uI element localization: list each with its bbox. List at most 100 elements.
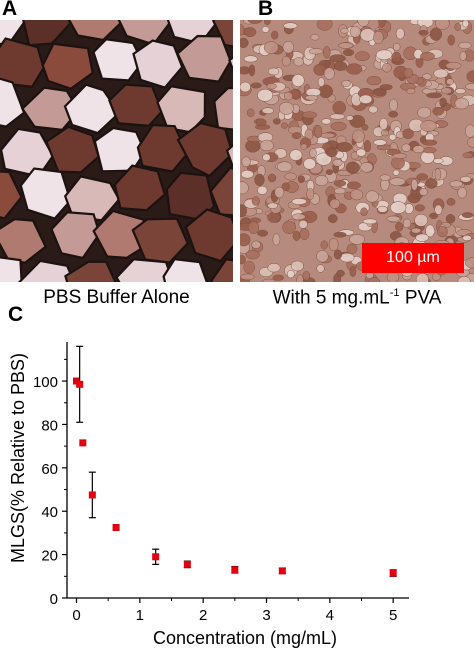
data-point: [112, 523, 120, 531]
ice-crystal-small: [389, 98, 398, 112]
ice-crystal-small: [316, 20, 333, 31]
ice-crystal-small: [327, 214, 338, 224]
ice-crystal: [92, 209, 148, 260]
ice-crystal: [176, 34, 232, 83]
ice-crystal-small: [412, 145, 425, 154]
ice-crystal: [0, 217, 47, 264]
ice-crystal-small: [342, 48, 355, 57]
ice-crystal-small: [432, 106, 444, 116]
ice-crystal-small: [375, 49, 393, 61]
ice-crystal-small: [392, 169, 400, 176]
ice-crystal-small: [349, 234, 365, 245]
ice-crystal-small: [379, 84, 393, 91]
ice-crystal-small: [426, 92, 443, 99]
ice-crystal-small: [289, 149, 303, 161]
y-tick-label: 40: [41, 504, 58, 521]
ice-crystal-small: [391, 51, 402, 63]
ice-crystal-small: [247, 221, 260, 234]
ice-crystal-small: [447, 34, 455, 46]
panel-a-letter: A: [2, 0, 18, 20]
ice-crystal-small: [377, 205, 388, 213]
ice-crystal-small: [267, 202, 278, 209]
ice-crystal-small: [458, 41, 472, 50]
ice-crystal-small: [349, 25, 361, 38]
data-point: [389, 569, 397, 577]
ice-crystal-small: [263, 20, 271, 25]
ice-crystal-small: [455, 88, 466, 95]
ice-crystal-small: [395, 222, 404, 232]
ice-crystal-small: [359, 94, 373, 104]
ice-crystal-small: [291, 74, 305, 87]
data-point: [79, 439, 87, 447]
ice-crystal-small: [339, 252, 355, 263]
ice-crystal-small: [414, 213, 428, 227]
panel-a-micrograph: [0, 20, 233, 282]
ice-crystal-small: [386, 215, 400, 222]
ice-crystal-small: [354, 51, 370, 62]
ice-crystal: [50, 211, 101, 260]
ice-crystal-small: [300, 143, 308, 150]
ice-crystal: [18, 259, 76, 282]
ice-crystal-small: [240, 273, 255, 281]
ice-crystal-small: [357, 20, 370, 27]
ice-crystal-small: [465, 257, 474, 269]
ice-crystal-small: [255, 118, 267, 127]
ice-crystal: [212, 20, 233, 48]
ice-crystal-small: [308, 48, 324, 55]
ice-crystal-small: [439, 97, 447, 108]
ice-crystal-small: [246, 108, 255, 118]
ice-crystal: [113, 164, 167, 212]
ice-crystal-small: [457, 187, 467, 199]
ice-crystal-small: [462, 20, 469, 28]
y-tick-label: 20: [41, 548, 58, 565]
ice-crystal-small: [437, 225, 448, 238]
ice-crystal: [19, 167, 72, 220]
ice-crystal-small: [292, 230, 301, 241]
ice-crystal-small: [291, 213, 306, 221]
panel-b-caption-tail: PVA: [399, 287, 442, 309]
ice-crystal-small: [283, 22, 298, 29]
ice-crystal-small: [457, 276, 471, 282]
ice-crystal-small: [416, 173, 429, 181]
ice-crystal-small: [395, 27, 405, 40]
x-tick-label: 2: [199, 607, 207, 624]
ice-crystal-small: [323, 67, 335, 80]
data-point: [76, 380, 84, 388]
data-point: [231, 566, 239, 574]
ice-crystal-small: [263, 41, 279, 54]
ice-crystal-small: [340, 27, 349, 34]
ice-crystal-small: [283, 91, 293, 101]
ice-crystal-small: [420, 51, 435, 61]
ice-crystal-small: [345, 161, 360, 174]
ice-crystal-small: [282, 220, 296, 234]
ice-crystal-small: [332, 100, 346, 115]
ice-crystal-small: [373, 30, 384, 45]
ice-crystal: [162, 258, 208, 282]
ice-crystal-small: [291, 198, 307, 205]
panel-b-micrograph: [240, 20, 474, 282]
ice-crystal-small: [291, 132, 302, 140]
ice-crystal-small: [380, 129, 390, 137]
ice-crystal-small: [379, 174, 391, 181]
ice-crystal-small: [333, 179, 347, 187]
ice-crystal: [132, 39, 184, 89]
ice-crystal-small: [243, 27, 257, 38]
ice-crystal-small: [251, 240, 261, 249]
ice-crystal-small: [467, 137, 474, 148]
panel-c-letter: C: [8, 303, 24, 326]
ice-crystal-small: [350, 189, 364, 201]
ice-crystal-small: [302, 271, 311, 281]
y-tick-label: 100: [33, 374, 58, 391]
chart-axes: 0 20 40 60 80 100 0 1 2 3 4 5: [33, 342, 409, 624]
ice-crystal-small: [352, 129, 365, 143]
ice-crystal-small: [290, 260, 304, 272]
ice-crystal-small: [243, 260, 255, 274]
ice-crystal-small: [368, 105, 378, 114]
ice-crystal-small: [325, 169, 334, 175]
ice-crystal-small: [316, 264, 325, 273]
ice-crystal-small: [415, 273, 429, 282]
ice-crystal-small: [360, 207, 368, 216]
ice-crystal-small: [446, 78, 454, 86]
ice-crystal-small: [336, 142, 353, 152]
ice-crystal-small: [361, 123, 369, 131]
